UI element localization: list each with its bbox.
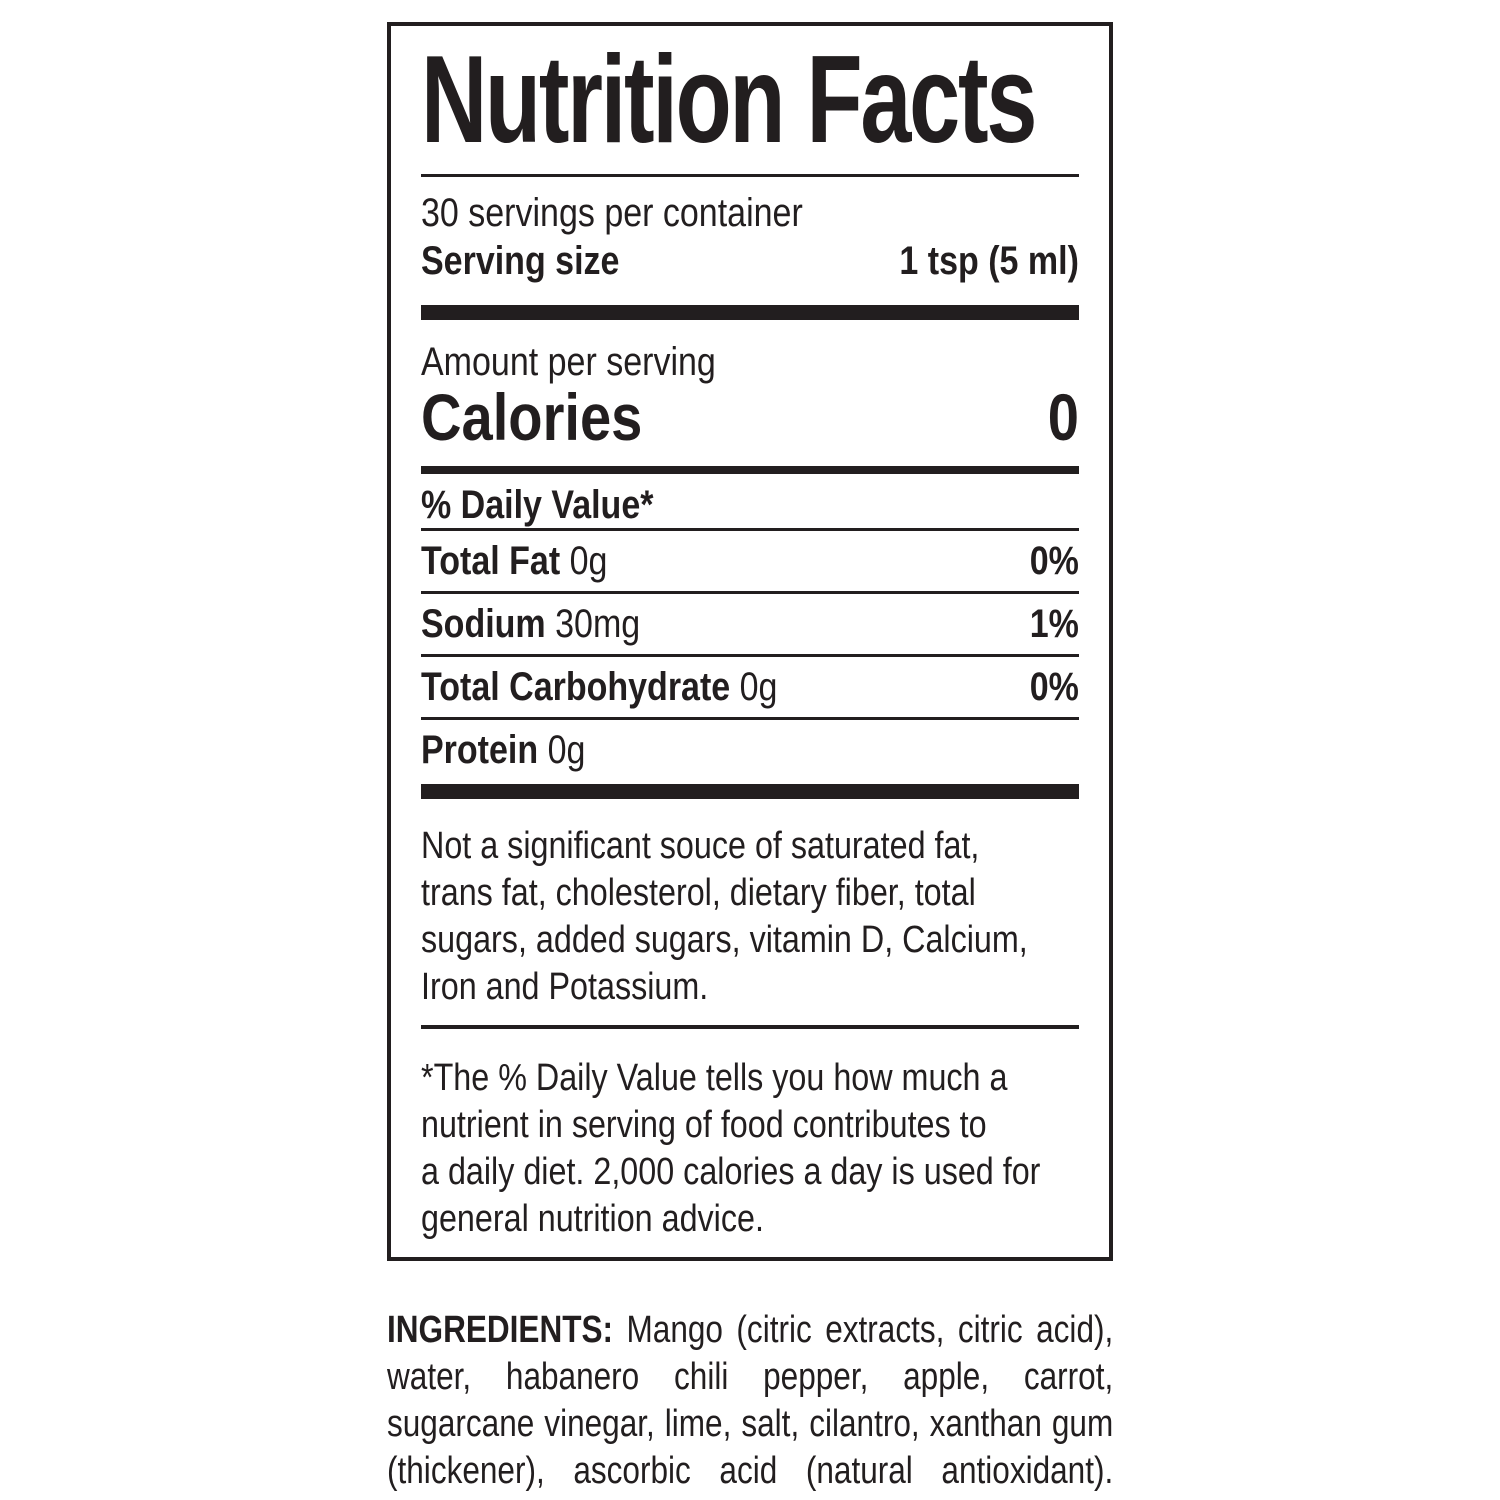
nutrient-name-amount: Sodium 30mg [421, 602, 641, 646]
nutrient-row-protein: Protein 0g [421, 720, 1079, 780]
divider-thick-bottom [421, 784, 1079, 799]
ingredients-label: INGREDIENTS: [387, 1309, 614, 1351]
ingredients-line: water, habanero chili pepper, apple, car… [387, 1356, 1114, 1398]
nutrient-daily-value: 0% [1029, 539, 1079, 583]
footnote-line: a daily diet. 2,000 calories a day is us… [421, 1151, 1041, 1193]
divider-thick-top [421, 305, 1079, 320]
nutrient-name-amount: Total Fat 0g [421, 539, 608, 583]
divider-medium [421, 466, 1079, 474]
nutrient-row-total-fat: Total Fat 0g 0% [421, 531, 1079, 591]
footnote-line: nutrient in serving of food contributes … [421, 1104, 987, 1146]
amount-per-serving-label: Amount per serving [421, 340, 716, 384]
serving-size-label: Serving size [421, 239, 620, 283]
calories-value: 0 [1047, 380, 1079, 454]
note-line: Iron and Potassium. [421, 966, 709, 1008]
ingredients-line: sugarcane vinegar, lime, salt, cilantro,… [387, 1403, 1114, 1445]
divider [421, 591, 1079, 594]
daily-value-header: % Daily Value* [421, 483, 654, 527]
serving-size-row: Serving size 1 tsp (5 ml) [421, 237, 1079, 285]
calories-row: Calories 0 [421, 380, 1079, 454]
not-significant-note: Not a significant souce of saturated fat… [421, 823, 1079, 1011]
nutrient-daily-value: 0% [1029, 665, 1079, 709]
daily-value-footnote: *The % Daily Value tells you how much a … [421, 1055, 1079, 1243]
servings-per-container: 30 servings per container [421, 191, 803, 235]
serving-size-value: 1 tsp (5 ml) [899, 239, 1079, 283]
nutrient-name-amount: Protein 0g [421, 728, 586, 772]
nutrient-name-amount: Total Carbohydrate 0g [421, 665, 778, 709]
ingredients-text: Mango (citric extracts, citric acid), [613, 1309, 1114, 1351]
nutrition-facts-panel: Nutrition Facts 30 servings per containe… [387, 22, 1113, 1261]
ingredients-section: INGREDIENTS: Mango (citric extracts, cit… [387, 1307, 1113, 1495]
divider [421, 654, 1079, 657]
ingredients-line: (thickener), ascorbic acid (natural anti… [387, 1450, 1114, 1492]
footnote-line: *The % Daily Value tells you how much a [421, 1057, 1008, 1099]
divider-above-footnote [421, 1025, 1079, 1029]
ingredients-line: INGREDIENTS: Mango (citric extracts, cit… [387, 1307, 1113, 1354]
note-line: sugars, added sugars, vitamin D, Calcium… [421, 919, 1028, 961]
note-line: Not a significant souce of saturated fat… [421, 825, 980, 867]
note-line: trans fat, cholesterol, dietary fiber, t… [421, 872, 976, 914]
nutrient-row-sodium: Sodium 30mg 1% [421, 594, 1079, 654]
divider-under-title [421, 174, 1079, 177]
nutrient-daily-value: 1% [1029, 602, 1079, 646]
nutrition-facts-title: Nutrition Facts [421, 31, 1037, 169]
divider [421, 717, 1079, 720]
divider [421, 528, 1079, 531]
footnote-line: general nutrition advice. [421, 1198, 764, 1240]
nutrient-row-total-carbohydrate: Total Carbohydrate 0g 0% [421, 657, 1079, 717]
calories-label: Calories [421, 380, 643, 454]
